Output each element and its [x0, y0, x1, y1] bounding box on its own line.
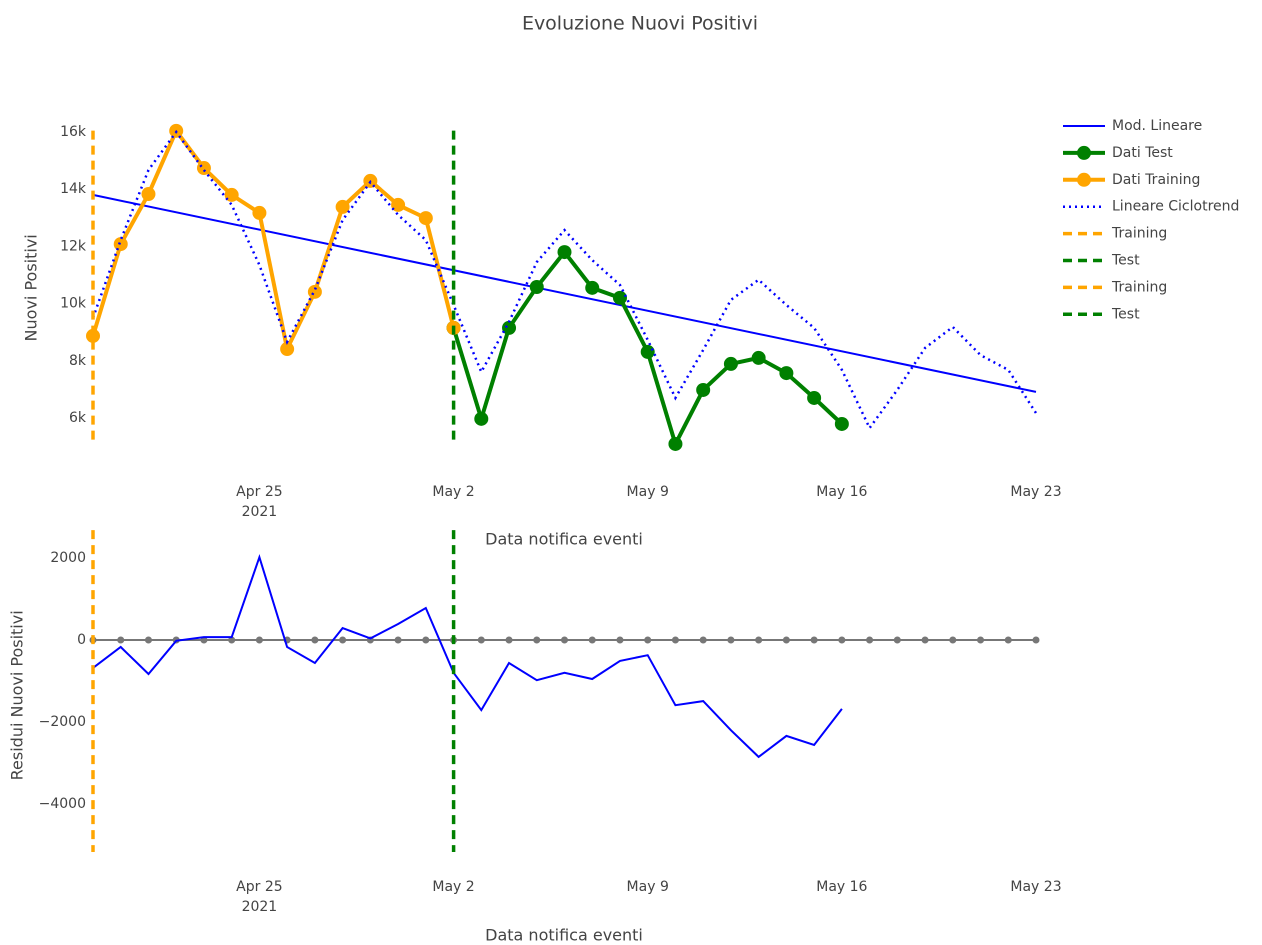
data-point [644, 636, 652, 644]
data-point [751, 350, 766, 365]
data-point [588, 636, 596, 644]
legend-marker [1077, 172, 1091, 187]
data-point [585, 280, 600, 295]
data-point [699, 636, 707, 644]
legend-label: Training [1111, 226, 1167, 242]
y-axis-title: Residui Nuovi Positivi [8, 610, 27, 780]
legend-label: Training [1111, 279, 1167, 295]
x-tick-label: May 16 [816, 484, 867, 500]
data-point [893, 636, 901, 644]
data-point [612, 290, 627, 305]
data-point [834, 416, 849, 431]
data-point [196, 161, 211, 176]
y-tick-label: 16k [60, 124, 87, 140]
data-point [949, 636, 957, 644]
data-point [866, 636, 874, 644]
x-tick-label: May 23 [1010, 484, 1061, 500]
data-point [640, 344, 655, 359]
data-point [838, 636, 846, 644]
data-point [561, 636, 568, 644]
data-point [86, 328, 100, 343]
x-tick-label: May 2 [432, 879, 474, 895]
legend-label: Mod. Lineare [1112, 118, 1202, 134]
series-line [91, 129, 1038, 431]
y-tick-label: −4000 [39, 796, 86, 812]
data-point [339, 636, 347, 644]
data-point [418, 211, 433, 226]
data-point [977, 636, 985, 644]
data-point [228, 636, 236, 644]
x-tick-year: 2021 [242, 899, 278, 915]
data-point [1032, 636, 1040, 644]
series-line [91, 126, 456, 356]
data-point [474, 411, 489, 426]
x-axis-title: Data notifica eventi [485, 926, 643, 945]
data-point [723, 356, 738, 371]
data-point [335, 199, 350, 214]
data-point [557, 245, 572, 260]
x-tick-label: May 2 [432, 484, 474, 500]
y-tick-label: 0 [77, 632, 86, 648]
legend-label: Lineare Ciclotrend [1112, 199, 1239, 215]
y-axis-title: Nuovi Positivi [22, 234, 41, 341]
data-point [727, 636, 735, 644]
y-tick-label: −2000 [39, 714, 86, 730]
y-tick-label: 2000 [50, 550, 86, 566]
series-line [92, 553, 843, 759]
x-axis-title: Data notifica eventi [485, 530, 643, 549]
x-tick-label: May 9 [627, 484, 669, 500]
data-point [755, 636, 763, 644]
data-point [477, 636, 485, 644]
data-point [224, 187, 239, 202]
data-point [921, 636, 929, 644]
data-point [807, 390, 822, 405]
data-point [668, 436, 683, 451]
data-point [1004, 636, 1012, 644]
legend-marker [1077, 145, 1091, 160]
data-point [502, 320, 517, 335]
chart-title: Evoluzione Nuovi Positivi [522, 13, 758, 35]
data-point [252, 205, 267, 220]
legend-label: Test [1111, 253, 1140, 269]
data-point [144, 636, 152, 644]
data-point [810, 636, 818, 644]
data-point [255, 636, 263, 644]
data-point [671, 636, 679, 644]
data-point [391, 197, 406, 212]
legend-label: Dati Training [1112, 172, 1200, 188]
data-point [533, 636, 541, 644]
y-tick-label: 14k [60, 181, 87, 197]
data-point [782, 636, 790, 644]
x-tick-year: 2021 [242, 504, 278, 520]
y-tick-label: 6k [69, 410, 87, 426]
x-tick-label: Apr 25 [236, 879, 282, 895]
data-point [113, 237, 128, 252]
data-point [529, 279, 544, 294]
x-tick-label: May 9 [627, 879, 669, 895]
data-point [311, 636, 319, 644]
data-point [117, 636, 125, 644]
data-point [307, 284, 322, 299]
data-point [422, 636, 430, 644]
data-point [616, 636, 624, 644]
legend-label: Dati Test [1112, 145, 1173, 161]
data-point [394, 636, 402, 644]
y-tick-label: 12k [60, 238, 87, 254]
data-point [280, 342, 295, 357]
series-line [92, 193, 1037, 393]
data-point [505, 636, 513, 644]
x-tick-label: May 23 [1010, 879, 1061, 895]
y-tick-label: 8k [69, 353, 87, 369]
data-point [141, 187, 156, 202]
data-point [779, 366, 794, 381]
data-point [696, 382, 711, 397]
x-tick-label: May 16 [816, 879, 867, 895]
y-tick-label: 10k [60, 296, 87, 312]
x-tick-label: Apr 25 [236, 484, 282, 500]
legend-label: Test [1111, 306, 1140, 322]
